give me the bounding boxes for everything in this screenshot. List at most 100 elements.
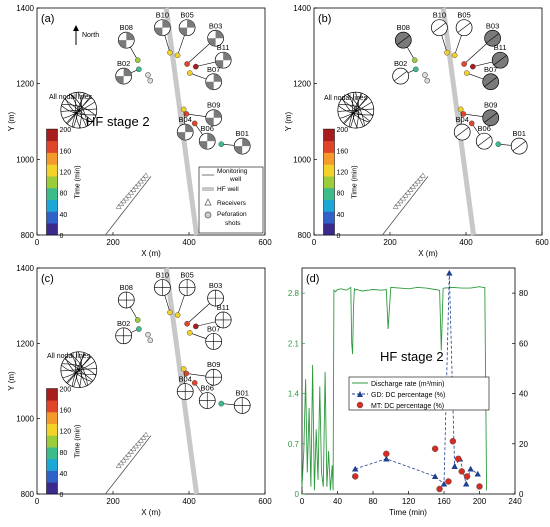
x-tick-label: 200	[383, 238, 397, 247]
colorbar-segment	[46, 400, 58, 413]
beachball-nodal	[457, 22, 471, 33]
event-label-b09: B09	[207, 101, 220, 110]
receiver-icon	[140, 434, 147, 440]
colorbar-segment	[46, 129, 58, 142]
beachball-quadrant	[162, 19, 171, 28]
event-dot-b07	[463, 70, 470, 76]
beachball-quadrant	[177, 132, 186, 141]
panel-b-nodal-label: All nodal lines	[324, 95, 368, 102]
gd-marker	[446, 269, 453, 276]
d-left-tick-label: 1.4	[288, 390, 300, 399]
receiver-icon	[118, 459, 125, 466]
mt-marker	[383, 450, 390, 458]
beachball-b11	[491, 51, 509, 69]
gd-marker	[440, 480, 448, 487]
beachball-b03	[484, 29, 501, 47]
colorbar-segment	[46, 447, 58, 460]
colorbar-tick-label: 80	[60, 191, 68, 198]
event-label-b10: B10	[156, 271, 169, 280]
beachball-b07	[205, 73, 223, 91]
receiver-icon	[142, 172, 149, 178]
mt-marker	[431, 445, 439, 453]
event-label-b11: B11	[494, 43, 507, 52]
event-dot-b06	[191, 380, 198, 386]
gd-marker	[451, 463, 458, 469]
panel-d-title: HF stage 2	[380, 349, 444, 364]
colorbar-segment	[323, 176, 335, 189]
event-dot-b01	[495, 141, 502, 147]
event-label-b06: B06	[478, 124, 491, 133]
perforation-shot	[145, 72, 151, 78]
colorbar-segment	[323, 140, 335, 153]
beachball-b06	[198, 392, 216, 409]
perforation-shot	[147, 337, 154, 344]
event-label-b08: B08	[120, 283, 133, 292]
beachball-b09	[205, 368, 223, 386]
d-right-tick-label: 80	[519, 289, 528, 298]
north-arrow-icon	[73, 25, 79, 45]
beachball-quadrant	[179, 27, 188, 36]
colorbar-segment	[46, 176, 58, 189]
x-tick-label: 400	[459, 238, 473, 247]
colorbar-tick-label: 120	[60, 429, 72, 436]
event-label-b04: B04	[179, 115, 192, 124]
event-dot-b05	[174, 52, 181, 59]
perforation-shot	[422, 72, 428, 78]
beachball-b01	[510, 137, 528, 155]
mt-marker	[449, 438, 457, 445]
receiver-icon	[412, 180, 419, 187]
d-x-tick-label: 120	[402, 497, 416, 506]
beachball-nodal	[394, 71, 408, 82]
beachball-b10	[431, 19, 448, 37]
receiver-icon	[138, 437, 144, 443]
receiver-icon	[123, 454, 130, 460]
event-dot-b08	[134, 57, 141, 64]
beachball-quadrant	[213, 109, 222, 118]
d-right-tick-label: 60	[519, 339, 528, 348]
event-dot-b06	[468, 120, 475, 127]
beachball-b04	[176, 123, 194, 141]
panel-b-label: (b)	[318, 13, 331, 25]
colorbar-segment	[46, 140, 58, 153]
colorbar-segment	[46, 152, 58, 165]
receiver-icon	[405, 189, 411, 195]
colorbar-segment	[323, 164, 335, 177]
colorbar-segment	[46, 411, 58, 424]
event-dot-b10	[167, 309, 173, 316]
event-dot-b02	[136, 66, 142, 73]
event-label-b04: B04	[456, 115, 469, 124]
x-axis-label: X (m)	[141, 508, 161, 517]
panel-d-label: (d)	[306, 273, 319, 285]
colorbar-tick-label: 200	[337, 127, 349, 134]
colorbar-tick-label: 40	[60, 212, 68, 219]
legend-monitoring-label-2: well	[229, 176, 242, 183]
colorbar-tick-label: 160	[60, 148, 72, 155]
beachball-b11	[214, 311, 232, 329]
beachball-quadrant	[126, 32, 135, 41]
beachball-quadrant	[115, 76, 124, 85]
colorbar-segment	[46, 435, 58, 448]
legend-perf-icon	[204, 211, 212, 219]
beachball-nodal	[455, 127, 469, 138]
panel-c-label: (c)	[41, 273, 54, 285]
event-dot-b04	[180, 106, 187, 113]
beachball-quadrant	[205, 81, 214, 90]
event-label-b05: B05	[457, 11, 470, 20]
y-tick-label: 1200	[293, 80, 311, 89]
event-label-b09: B09	[484, 101, 497, 110]
event-label-b01: B01	[513, 129, 526, 138]
panel-d: 0 40 80 120 160 200 24000.71.42.12.8020406080 …	[288, 267, 528, 517]
beachball-b04	[453, 123, 471, 141]
perforation-shot	[147, 77, 154, 84]
beachball-b01	[233, 137, 251, 155]
beachball-quadrant	[207, 38, 216, 47]
d-left-tick-label: 2.8	[288, 289, 300, 298]
event-label-b03: B03	[486, 21, 499, 30]
nodal-line	[66, 96, 92, 124]
beachball-b06	[475, 132, 493, 150]
mt-marker	[454, 455, 462, 463]
x-tick-label: 600	[535, 238, 549, 247]
